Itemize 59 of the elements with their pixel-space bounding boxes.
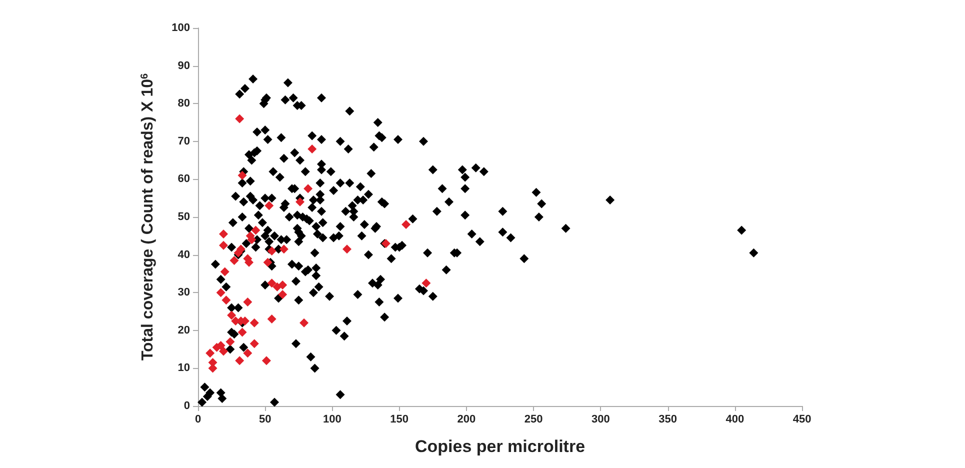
point — [235, 114, 244, 124]
point — [227, 310, 236, 320]
x-tick-label: 50 — [258, 414, 272, 426]
x-tick-label: 100 — [323, 414, 342, 426]
x-tick-label: 450 — [792, 414, 812, 426]
point — [263, 258, 272, 267]
point — [243, 298, 252, 307]
point — [235, 356, 244, 366]
y-tick-label: 100 — [172, 22, 190, 34]
point — [206, 348, 215, 358]
point — [222, 296, 231, 305]
point — [342, 244, 352, 254]
point — [296, 197, 305, 206]
point — [264, 201, 274, 210]
x-tick-label: 0 — [194, 414, 202, 426]
point — [226, 337, 235, 346]
point — [267, 278, 276, 288]
y-tick-label: 60 — [178, 173, 190, 186]
y-tick-label: 20 — [178, 324, 190, 336]
point — [238, 328, 247, 337]
y-axis-title: Total coverage ( Count of reads) X 106 — [140, 73, 156, 361]
point — [279, 244, 288, 254]
point — [251, 226, 260, 235]
point — [219, 346, 228, 356]
y-tick-label: 80 — [178, 98, 190, 110]
point — [216, 288, 226, 298]
y-tick-label: 70 — [178, 135, 190, 148]
point — [272, 282, 282, 292]
x-tick-label: 150 — [390, 414, 409, 426]
point — [267, 314, 276, 324]
y-tick-label: 40 — [178, 248, 190, 261]
point — [262, 356, 271, 366]
point — [250, 339, 259, 348]
y-tick-label: 10 — [178, 362, 190, 374]
point — [267, 246, 276, 256]
x-tick-label: 300 — [591, 414, 610, 426]
x-tick-label: 400 — [726, 414, 744, 426]
point — [238, 170, 247, 180]
y-tick-label: 30 — [178, 286, 190, 299]
x-tick-label: 250 — [524, 414, 543, 426]
y-tick-label: 0 — [184, 400, 190, 412]
point — [219, 230, 228, 239]
point — [230, 256, 239, 265]
point — [304, 184, 313, 194]
point — [219, 240, 228, 250]
point — [422, 278, 431, 288]
x-tick-label: 350 — [658, 414, 677, 426]
x-axis-title: Copies per microlitre — [414, 437, 586, 456]
point — [243, 348, 252, 358]
point — [278, 290, 288, 299]
point — [300, 318, 309, 328]
x-tick-label: 200 — [457, 414, 476, 426]
point — [220, 267, 230, 276]
point — [278, 280, 288, 290]
y-tick-label: 90 — [178, 60, 190, 72]
point — [250, 318, 259, 328]
y-tick-label: 50 — [178, 211, 190, 223]
point — [402, 220, 411, 230]
point — [308, 144, 317, 154]
